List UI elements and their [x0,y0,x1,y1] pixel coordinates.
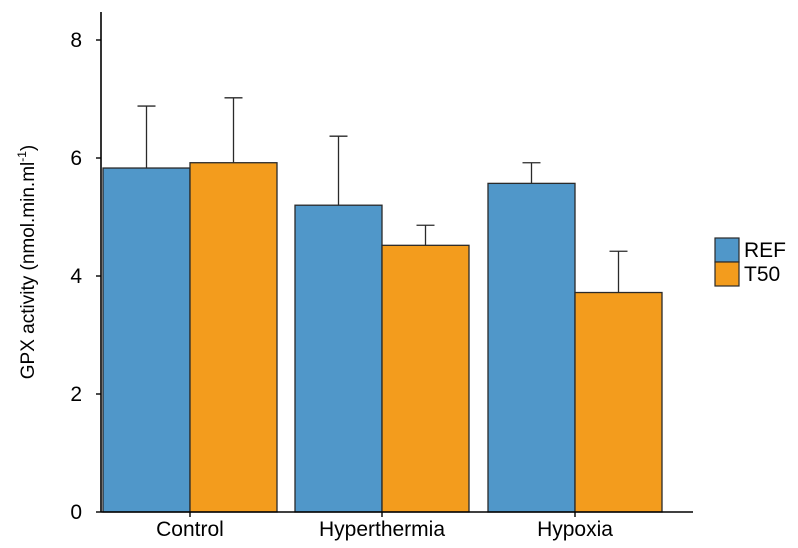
legend-key-ref [714,237,740,263]
error-bars-layer [137,97,628,293]
x-tick-label: Hyperthermia [319,518,445,541]
legend-key-t50 [714,261,740,287]
bar-t50-control [189,162,278,513]
y-tick-label: 6 [70,147,82,170]
y-ticks-layer: 0 2 4 6 8 [70,29,101,524]
bar-ref-control [102,167,191,513]
x-tick-label: Control [156,518,224,541]
y-axis-title-superscript: -1 [15,151,29,162]
y-tick-label: 2 [70,383,82,406]
legend-label-t50: T50 [744,263,780,286]
x-ticks-layer: Control Hyperthermia Hypoxia [156,512,613,541]
bar-t50-hyperthermia [381,244,470,513]
y-tick-label: 0 [70,501,82,524]
bar-ref-hyperthermia [294,204,383,513]
y-axis-title: GPX activity (nmol.min.ml-1) [15,145,39,379]
y-tick-label: 8 [70,29,82,52]
bar-t50-hypoxia [574,291,663,513]
bars-layer [102,162,663,513]
y-tick-label: 4 [70,265,82,288]
legend-label-ref: REF [744,239,786,262]
x-tick-label: Hypoxia [537,518,613,541]
bar-ref-hypoxia [487,182,576,513]
y-axis-title-main: GPX activity (nmol.min.ml [18,162,39,379]
y-axis-title-close: ) [18,145,39,151]
